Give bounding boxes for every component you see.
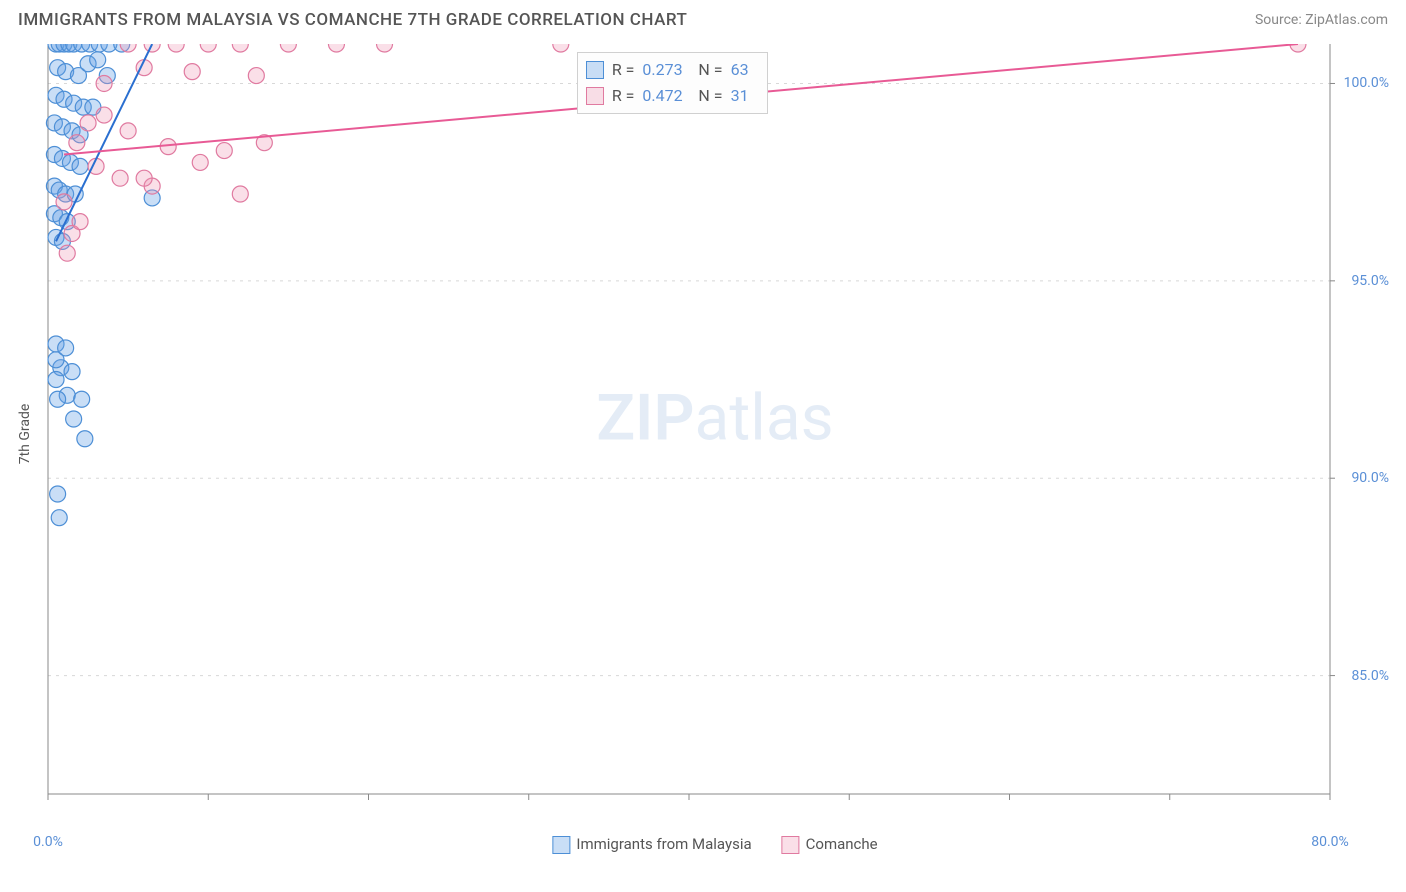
y-tick-label: 95.0% xyxy=(1351,273,1389,289)
plot-surface xyxy=(45,44,1385,824)
r-label: R = xyxy=(612,57,635,83)
x-tick-label: 0.0% xyxy=(33,834,63,850)
legend-swatch xyxy=(782,836,800,854)
n-label: N = xyxy=(698,83,722,109)
legend-stats-row: R = 0.472 N = 31 xyxy=(586,83,759,109)
source-attribution: Source: ZipAtlas.com xyxy=(1255,12,1388,28)
legend-swatch xyxy=(586,61,604,79)
x-tick-label: 80.0% xyxy=(1311,834,1349,850)
y-axis-label: 7th Grade xyxy=(17,404,33,465)
scatter-plot: 7th Grade ZIPatlas R =0.273N =63R =0.472… xyxy=(45,44,1385,824)
legend-stats-row: R = 0.273 N = 63 xyxy=(586,57,759,83)
correlation-legend-box: R = 0.273 N = 63 R = 0.472 N = 31 xyxy=(577,52,768,114)
r-value: 0.472 xyxy=(642,83,690,109)
n-value: 31 xyxy=(731,83,759,109)
series-legend: Immigrants from Malaysia Comanche xyxy=(552,835,877,854)
n-value: 63 xyxy=(731,57,759,83)
n-label: N = xyxy=(698,57,722,83)
legend-label: Comanche xyxy=(806,835,878,853)
r-label: R = xyxy=(612,83,635,109)
chart-title: IMMIGRANTS FROM MALAYSIA VS COMANCHE 7TH… xyxy=(18,10,687,30)
r-value: 0.273 xyxy=(642,57,690,83)
legend-label: Immigrants from Malaysia xyxy=(576,835,751,853)
y-tick-label: 90.0% xyxy=(1351,470,1389,486)
legend-item: Comanche xyxy=(782,835,878,854)
legend-swatch xyxy=(552,836,570,854)
y-tick-label: 100.0% xyxy=(1344,75,1389,91)
legend-swatch xyxy=(586,87,604,105)
y-tick-label: 85.0% xyxy=(1351,668,1389,684)
legend-item: Immigrants from Malaysia xyxy=(552,835,751,854)
